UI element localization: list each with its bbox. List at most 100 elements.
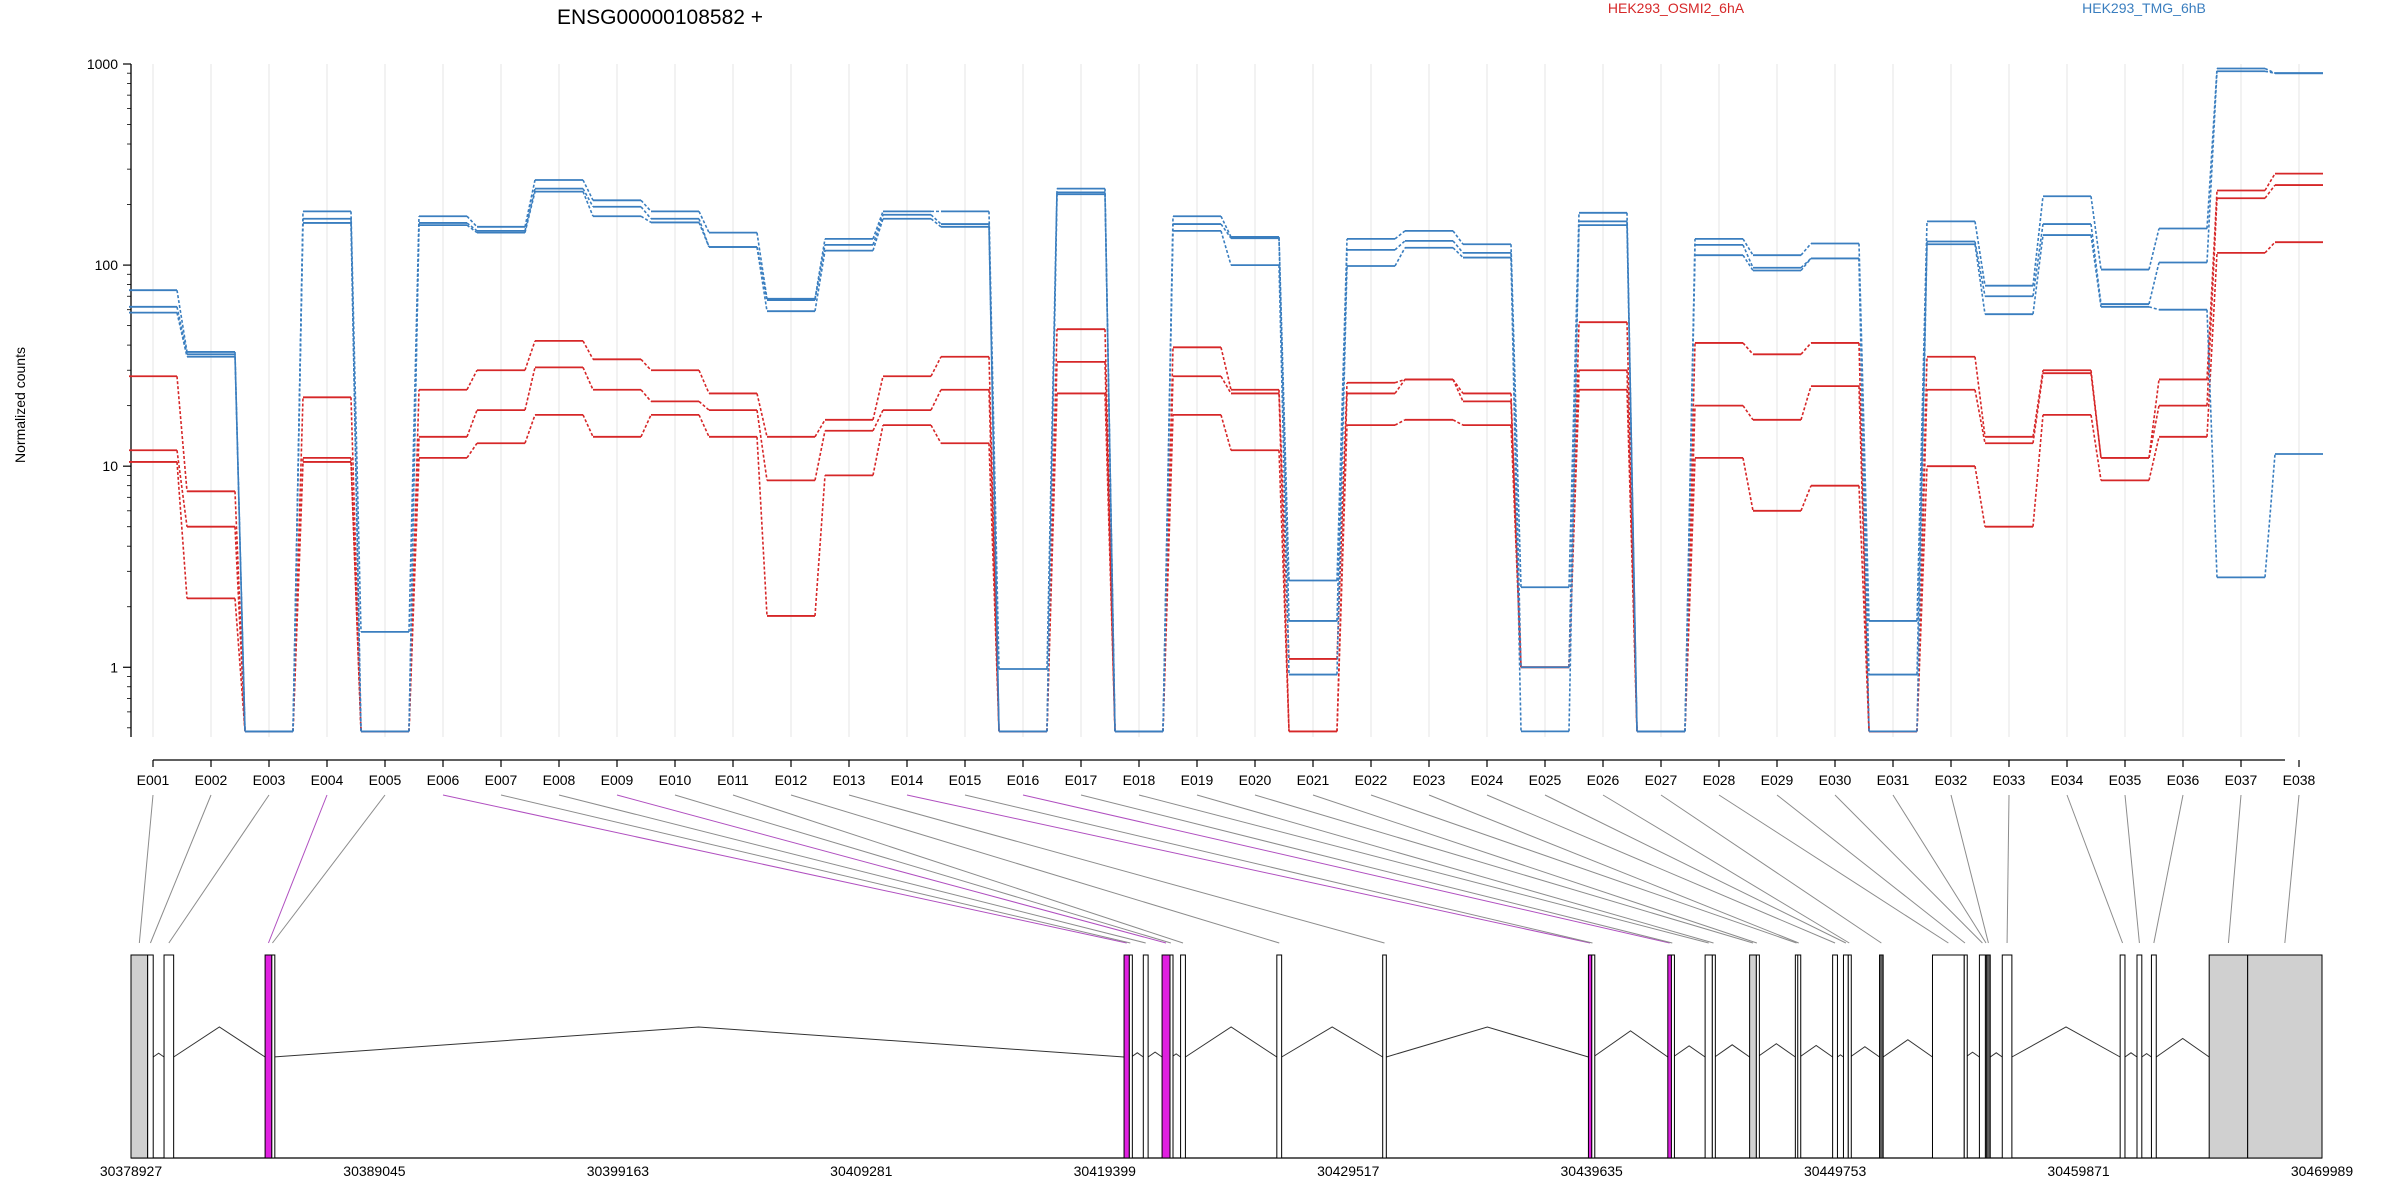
mapping-line-E019 [1196, 794, 1714, 944]
series-connector [1974, 389, 1986, 444]
x-tick-label: E027 [1645, 772, 1678, 788]
mapping-line-E009 [616, 794, 1167, 944]
series-blue-5 [129, 190, 2323, 733]
series-connector [582, 191, 594, 217]
series-connector [930, 424, 942, 444]
x-tick-label: E018 [1123, 772, 1156, 788]
series-connector [176, 461, 188, 599]
series-connector [582, 179, 594, 201]
series-connector [988, 389, 1000, 732]
series-connector [176, 450, 188, 527]
series-connector [524, 179, 536, 227]
exon-box-E020 [1749, 954, 1757, 1159]
series-connector [2206, 71, 2218, 263]
series-layer [129, 67, 2323, 733]
exon-box-E014 [1587, 954, 1593, 1159]
series-connector [1974, 356, 1986, 437]
vertical-grid [152, 64, 2300, 737]
x-tick-label: E037 [2225, 772, 2258, 788]
series-connector [2032, 196, 2044, 286]
intron-line [1130, 1052, 1144, 1058]
x-tick-label: E008 [543, 772, 576, 788]
series-connector [2032, 223, 2044, 297]
mapping-line-E001 [138, 794, 154, 944]
x-tick-label: E038 [2283, 772, 2316, 788]
series-connector [1452, 230, 1464, 245]
genomic-coordinate-label: 30429517 [1317, 1163, 1380, 1179]
series-connector [2206, 252, 2218, 437]
series-connector [1510, 425, 1522, 668]
exon-box-E021 [1755, 954, 1760, 1159]
series-connector [1974, 221, 1986, 286]
series-connector [872, 218, 884, 251]
exon-box-E026 [1847, 954, 1852, 1159]
genomic-coordinate-label: 30389045 [343, 1163, 406, 1179]
mapping-line-E025 [1544, 794, 1847, 944]
exon-box-E027 [1879, 954, 1884, 1159]
x-tick-label: E032 [1935, 772, 1968, 788]
intron-line [1849, 1046, 1880, 1058]
exon-box-E025 [1842, 954, 1849, 1159]
exon-mapping-lines [138, 794, 2300, 944]
series-connector [2264, 67, 2276, 74]
series-connector [872, 409, 884, 432]
series-connector [1742, 457, 1754, 511]
exon-box-E028 [1931, 954, 1965, 1159]
y-tick-label: 100 [95, 257, 119, 273]
intron-line [1714, 1044, 1750, 1058]
series-connector [2090, 196, 2102, 270]
exon-box-E030 [1978, 954, 1986, 1159]
intron-line [1592, 1030, 1669, 1058]
series-connector [698, 414, 710, 438]
mapping-line-E020 [1254, 794, 1754, 944]
exon-box-E018 [1704, 954, 1713, 1159]
exon-box-E013 [1382, 954, 1387, 1159]
legend-label-osmi2: HEK293_OSMI2_6hA [1608, 0, 1745, 16]
series-connector [640, 206, 652, 220]
series-connector [1626, 389, 1638, 732]
series-connector [1916, 466, 1928, 732]
x-tick-label: E035 [2109, 772, 2142, 788]
series-connector [176, 290, 188, 353]
series-connector [814, 430, 826, 481]
series-connector [1046, 194, 1058, 732]
series-connector [698, 369, 710, 394]
series-connector [1568, 225, 1580, 732]
series-connector [756, 436, 768, 616]
series-connector [756, 410, 768, 481]
series-connector [1394, 378, 1406, 394]
series-connector [234, 356, 246, 732]
x-tick-label: E011 [717, 772, 749, 788]
mapping-line-E018 [1138, 794, 1709, 944]
series-connector [2206, 198, 2218, 406]
series-connector [1278, 238, 1290, 621]
series-connector [1336, 249, 1348, 621]
intron-line [272, 1026, 1125, 1058]
exon-box-E023 [1797, 954, 1802, 1159]
series-connector [1394, 240, 1406, 251]
gene-model: 30378927 30389045 30399163 30409281 30419399… [100, 954, 2354, 1179]
series-connector [698, 211, 710, 233]
series-connector [2206, 190, 2218, 380]
series-connector [2032, 373, 2044, 444]
series-connector [2264, 70, 2276, 74]
series-connector [1742, 244, 1754, 269]
mapping-line-E035 [2124, 794, 2140, 944]
series-connector [872, 424, 884, 476]
genomic-coordinate-label: 30469989 [2291, 1163, 2354, 1179]
mapping-line-E026 [1602, 794, 1850, 944]
x-tick-label: E015 [949, 772, 982, 788]
x-tick-label: E001 [137, 772, 170, 788]
series-connector [640, 414, 652, 438]
intron-line [1882, 1039, 1933, 1058]
exon-box-E024 [1832, 954, 1838, 1159]
series-connector [756, 246, 768, 312]
x-tick-label: E009 [601, 772, 634, 788]
intron-line [1672, 1045, 1706, 1058]
x-tick-label: E023 [1413, 772, 1446, 788]
x-tick-label: E033 [1993, 772, 2026, 788]
series-connector [176, 312, 188, 357]
series-connector [1858, 243, 1870, 621]
x-tick-label: E002 [195, 772, 228, 788]
series-connector [2032, 234, 2044, 315]
